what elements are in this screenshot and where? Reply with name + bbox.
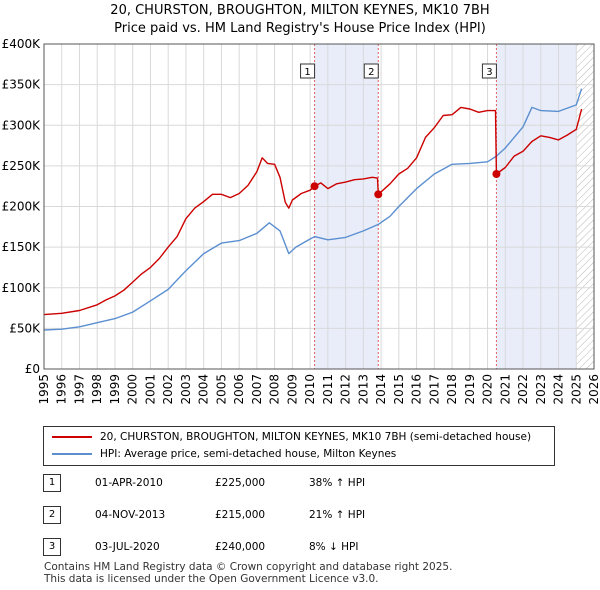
legend-swatch-hpi bbox=[52, 453, 92, 455]
footer-license: This data is licensed under the Open Gov… bbox=[44, 573, 379, 585]
x-tick-label: 2016 bbox=[410, 374, 424, 405]
footer-copyright: Contains HM Land Registry data © Crown c… bbox=[44, 561, 453, 573]
hpi-series-line bbox=[44, 88, 583, 331]
x-tick-label: 1997 bbox=[72, 374, 86, 405]
x-tick-label: 2020 bbox=[481, 374, 495, 405]
sale-date: 03-JUL-2020 bbox=[95, 541, 160, 553]
x-tick-label: 2025 bbox=[569, 374, 583, 405]
legend-label-hpi: HPI: Average price, semi-detached house,… bbox=[100, 448, 397, 460]
x-tick-label: 1999 bbox=[108, 374, 122, 405]
x-tick-label: 1996 bbox=[55, 374, 69, 405]
y-tick-label: £150K bbox=[2, 240, 42, 254]
sale-point bbox=[374, 190, 383, 199]
sale-point bbox=[492, 170, 501, 178]
sale-label: 1 bbox=[304, 67, 310, 78]
chart-subtitle: Price paid vs. HM Land Registry's House … bbox=[114, 21, 486, 36]
sale-hpi-change: 38% ↑ HPI bbox=[309, 477, 366, 489]
sale-number: 3 bbox=[43, 538, 61, 556]
x-tick-label: 2004 bbox=[197, 374, 211, 405]
y-tick-label: £400K bbox=[2, 37, 42, 51]
y-tick-label: £300K bbox=[2, 118, 42, 132]
x-tick-label: 2002 bbox=[161, 374, 175, 405]
y-tick-label: £100K bbox=[2, 281, 42, 295]
legend-swatch-property bbox=[52, 436, 92, 438]
chart-title: 20, CHURSTON, BROUGHTON, MILTON KEYNES, … bbox=[110, 3, 490, 18]
footer: Contains HM Land Registry data © Crown c… bbox=[44, 561, 452, 585]
y-tick-label: £200K bbox=[2, 200, 42, 214]
x-tick-label: 2006 bbox=[232, 374, 246, 405]
y-tick-label: £250K bbox=[2, 159, 42, 173]
y-tick-label: £50K bbox=[9, 321, 41, 335]
sale-hpi-change: 8% ↓ HPI bbox=[309, 541, 359, 553]
x-tick-label: 1998 bbox=[90, 374, 104, 405]
sale-date: 01-APR-2010 bbox=[95, 477, 163, 489]
sale-label-box bbox=[481, 63, 497, 79]
legend-label-property: 20, CHURSTON, BROUGHTON, MILTON KEYNES, … bbox=[100, 431, 532, 443]
x-tick-label: 2009 bbox=[285, 374, 299, 405]
x-tick-label: 2015 bbox=[392, 374, 406, 405]
x-tick-label: 2024 bbox=[552, 374, 566, 405]
x-tick-label: 2021 bbox=[498, 374, 512, 405]
x-tick-label: 2022 bbox=[516, 374, 530, 405]
x-tick-label: 2014 bbox=[374, 374, 388, 405]
plot-frame bbox=[43, 43, 595, 370]
sale-label-box bbox=[300, 63, 316, 79]
sale-number: 2 bbox=[43, 506, 61, 524]
x-tick-label: 2007 bbox=[250, 374, 264, 405]
x-tick-label: 2012 bbox=[339, 374, 353, 405]
sale-date: 04-NOV-2013 bbox=[95, 509, 166, 521]
x-tick-label: 2000 bbox=[126, 374, 140, 405]
x-tick-label: 2008 bbox=[268, 374, 282, 405]
chart-title-block: 20, CHURSTON, BROUGHTON, MILTON KEYNES, … bbox=[0, 2, 600, 38]
legend-item-hpi: HPI: Average price, semi-detached house,… bbox=[52, 446, 396, 462]
sale-price: £240,000 bbox=[215, 541, 266, 553]
price-chart: 1 2 3 £0 £50K £100K £150K £200K £250K £300K £350K… bbox=[2, 37, 600, 405]
legend: 20, CHURSTON, BROUGHTON, MILTON KEYNES, … bbox=[43, 426, 555, 466]
sale-point bbox=[310, 182, 319, 191]
x-tick-label: 2013 bbox=[356, 374, 370, 405]
sale-label: 3 bbox=[486, 67, 492, 78]
x-tick-label: 2005 bbox=[214, 374, 228, 405]
sale-price: £225,000 bbox=[215, 477, 266, 489]
y-tick-label: £350K bbox=[2, 78, 42, 92]
sale-hpi-change: 21% ↑ HPI bbox=[309, 509, 366, 521]
sale-label-box bbox=[363, 63, 379, 79]
x-tick-label: 2010 bbox=[303, 374, 317, 405]
sale-number: 1 bbox=[43, 474, 61, 492]
x-tick-label: 2017 bbox=[427, 374, 441, 405]
property-series-line bbox=[44, 106, 583, 316]
x-tick-label: 2003 bbox=[179, 374, 193, 405]
x-tick-label: 2018 bbox=[445, 374, 459, 405]
x-tick-label: 2001 bbox=[143, 374, 157, 405]
sale-price: £215,000 bbox=[215, 509, 266, 521]
legend-item-property: 20, CHURSTON, BROUGHTON, MILTON KEYNES, … bbox=[52, 429, 531, 445]
x-tick-label: 2019 bbox=[463, 374, 477, 405]
x-tick-label: 2023 bbox=[534, 374, 548, 405]
x-tick-label: 2026 bbox=[587, 374, 600, 405]
x-tick-label: 1995 bbox=[37, 374, 51, 405]
sale-label: 2 bbox=[368, 67, 374, 78]
x-tick-label: 2011 bbox=[321, 374, 335, 405]
y-tick-label: £0 bbox=[25, 362, 40, 376]
